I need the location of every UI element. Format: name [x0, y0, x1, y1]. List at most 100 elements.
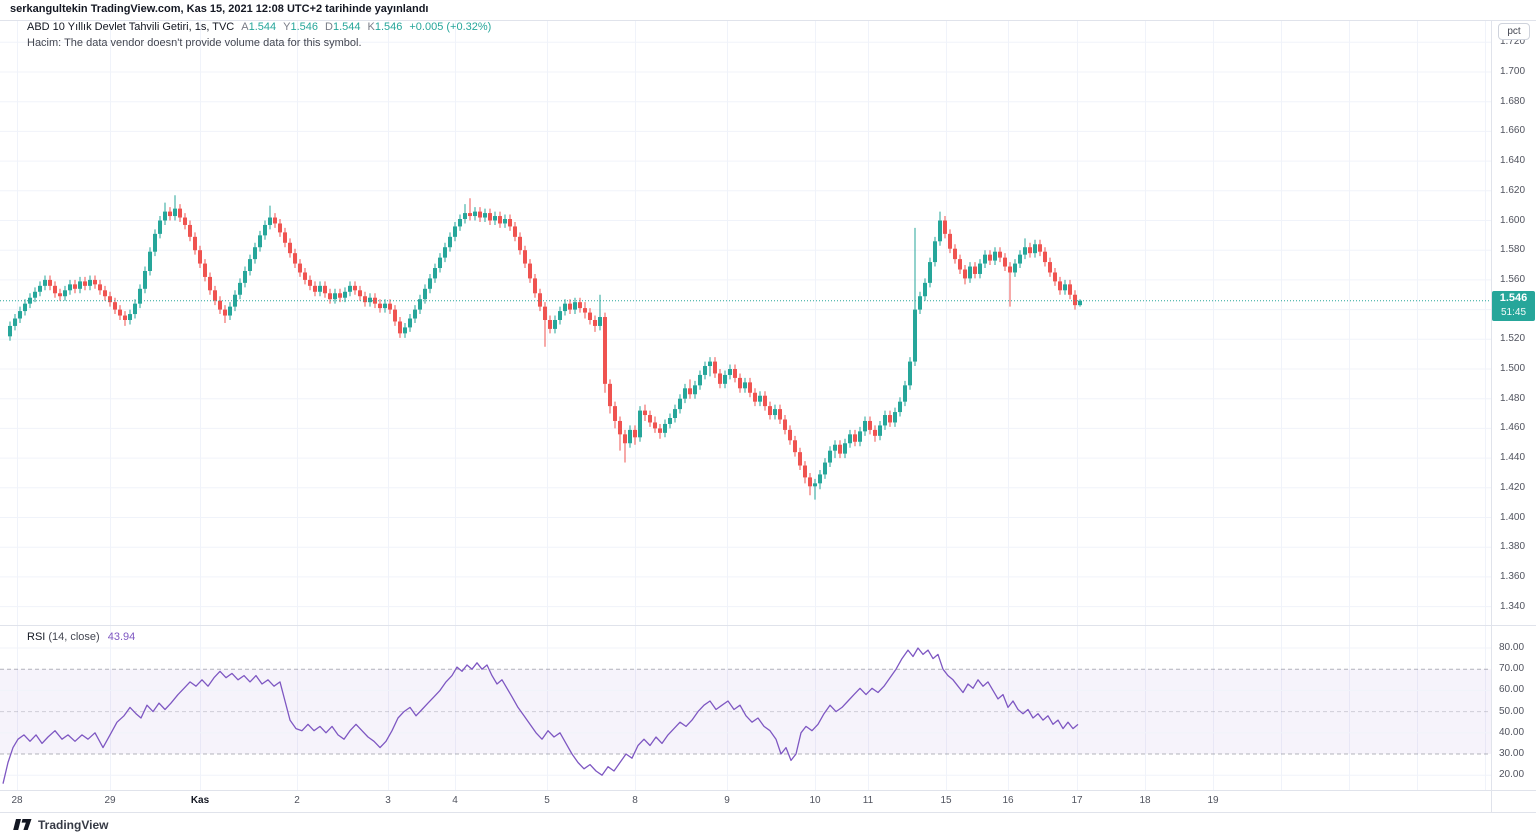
candle-body[interactable]: [963, 269, 967, 279]
candle-body[interactable]: [368, 297, 372, 303]
candle-body[interactable]: [658, 428, 662, 433]
candle-body[interactable]: [528, 263, 532, 279]
rsi-indicator-label[interactable]: RSI (14, close) 43.94: [27, 631, 135, 643]
candle-body[interactable]: [798, 452, 802, 466]
candle-body[interactable]: [353, 285, 357, 291]
candle-body[interactable]: [38, 285, 42, 292]
candle-body[interactable]: [948, 233, 952, 249]
candle-body[interactable]: [228, 306, 232, 316]
candle-body[interactable]: [683, 388, 687, 399]
candle-body[interactable]: [688, 388, 692, 395]
candle-body[interactable]: [318, 285, 322, 292]
candle-body[interactable]: [703, 366, 707, 375]
candle-body[interactable]: [588, 312, 592, 320]
candle-body[interactable]: [48, 279, 52, 286]
candle-body[interactable]: [788, 429, 792, 441]
candle-body[interactable]: [443, 247, 447, 258]
candle-body[interactable]: [1068, 284, 1072, 295]
unit-toggle-button[interactable]: pct: [1498, 23, 1530, 40]
candle-body[interactable]: [863, 420, 867, 432]
candle-body[interactable]: [543, 306, 547, 320]
candle-body[interactable]: [183, 217, 187, 225]
candle-body[interactable]: [763, 395, 767, 407]
candle-body[interactable]: [238, 282, 242, 295]
candle-body[interactable]: [53, 285, 57, 294]
candle-body[interactable]: [523, 250, 527, 264]
candle-body[interactable]: [243, 270, 247, 283]
candle-body[interactable]: [1058, 281, 1062, 291]
candle-body[interactable]: [18, 311, 22, 319]
candle-body[interactable]: [348, 285, 352, 292]
candle-body[interactable]: [898, 401, 902, 413]
candle-body[interactable]: [618, 420, 622, 435]
candle-body[interactable]: [163, 211, 167, 221]
candle-body[interactable]: [433, 268, 437, 279]
candle-body[interactable]: [608, 383, 612, 407]
candle-body[interactable]: [293, 253, 297, 264]
candle-body[interactable]: [953, 248, 957, 260]
candle-body[interactable]: [8, 325, 12, 337]
candle-body[interactable]: [568, 303, 572, 310]
candle-body[interactable]: [268, 217, 272, 225]
candle-body[interactable]: [908, 361, 912, 386]
candle-body[interactable]: [248, 259, 252, 271]
candle-body[interactable]: [1013, 263, 1017, 273]
candle-body[interactable]: [508, 219, 512, 227]
candle-body[interactable]: [58, 293, 62, 297]
candle-body[interactable]: [743, 382, 747, 389]
rsi-line[interactable]: [2, 647, 1079, 784]
candle-body[interactable]: [273, 217, 277, 224]
candle-body[interactable]: [1063, 284, 1067, 291]
candle-body[interactable]: [283, 232, 287, 243]
tradingview-logo-text[interactable]: TradingView: [38, 817, 109, 832]
candle-body[interactable]: [33, 291, 37, 298]
candle-body[interactable]: [633, 429, 637, 438]
candle-body[interactable]: [1048, 262, 1052, 273]
candle-body[interactable]: [813, 483, 817, 487]
candle-body[interactable]: [1033, 244, 1037, 254]
candle-body[interactable]: [423, 288, 427, 300]
candle-body[interactable]: [383, 303, 387, 309]
candle-body[interactable]: [343, 291, 347, 298]
candle-body[interactable]: [513, 226, 517, 237]
candle-body[interactable]: [1003, 257, 1007, 267]
candle-body[interactable]: [158, 220, 162, 234]
candle-body[interactable]: [173, 208, 177, 217]
candle-body[interactable]: [233, 294, 237, 307]
candle-body[interactable]: [768, 406, 772, 416]
candle-body[interactable]: [713, 361, 717, 374]
candle-body[interactable]: [598, 317, 602, 326]
candle-body[interactable]: [1023, 247, 1027, 255]
candle-body[interactable]: [1008, 266, 1012, 273]
candle-body[interactable]: [623, 434, 627, 444]
candle-body[interactable]: [428, 278, 432, 289]
candle-body[interactable]: [83, 281, 87, 286]
candle-body[interactable]: [593, 319, 597, 326]
candle-body[interactable]: [478, 211, 482, 218]
candle-body[interactable]: [358, 290, 362, 297]
candle-body[interactable]: [1078, 300, 1082, 306]
candle-body[interactable]: [298, 263, 302, 273]
candle-body[interactable]: [473, 211, 477, 217]
candle-body[interactable]: [708, 361, 712, 367]
candle-body[interactable]: [438, 257, 442, 269]
candle-body[interactable]: [783, 419, 787, 430]
candle-body[interactable]: [1053, 272, 1057, 282]
candle-body[interactable]: [148, 251, 152, 271]
candle-body[interactable]: [873, 429, 877, 436]
candle-body[interactable]: [888, 415, 892, 423]
candle-body[interactable]: [958, 259, 962, 270]
candle-body[interactable]: [123, 315, 127, 320]
candle-body[interactable]: [63, 290, 67, 297]
candle-body[interactable]: [178, 208, 182, 218]
candle-body[interactable]: [668, 418, 672, 424]
candle-body[interactable]: [923, 282, 927, 297]
candle-body[interactable]: [493, 216, 497, 221]
candle-body[interactable]: [483, 213, 487, 218]
candle-body[interactable]: [448, 236, 452, 248]
candle-body[interactable]: [88, 279, 92, 286]
candle-body[interactable]: [663, 423, 667, 433]
candle-body[interactable]: [818, 474, 822, 484]
candle-body[interactable]: [868, 420, 872, 430]
candle-body[interactable]: [253, 247, 257, 260]
